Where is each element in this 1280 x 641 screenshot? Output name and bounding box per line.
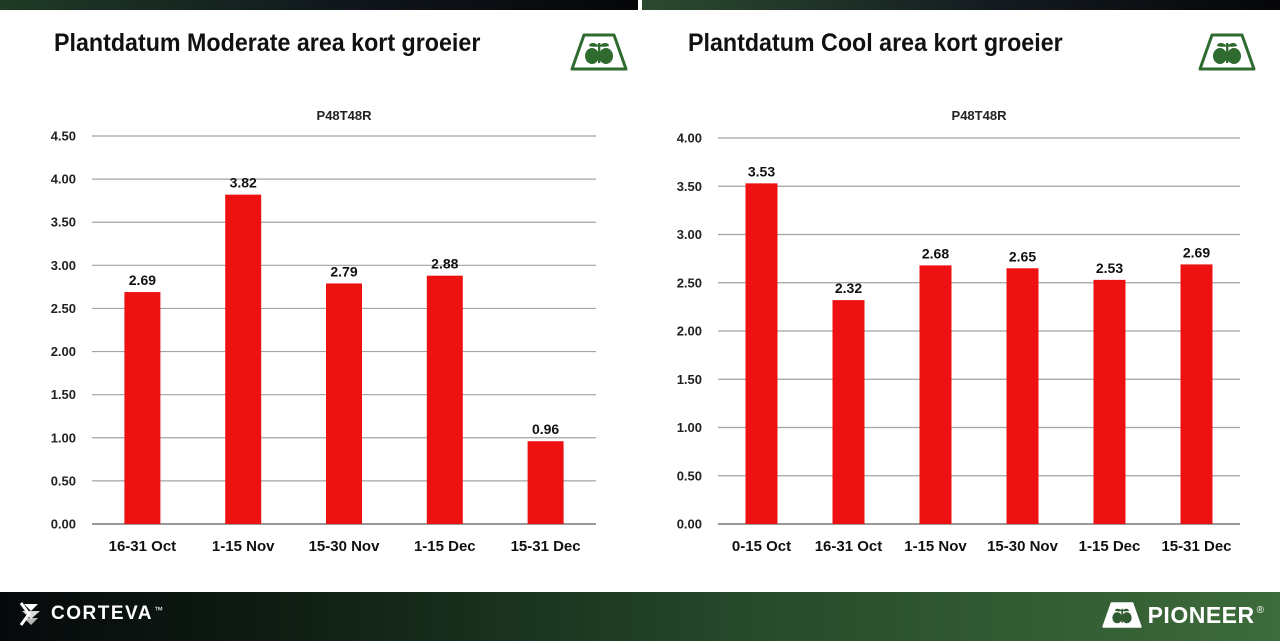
- data-label: 2.88: [431, 256, 458, 272]
- footer-bar: CORTEVA ™ PIONEER ®: [0, 592, 1280, 641]
- y-tick-label: 3.50: [677, 179, 702, 194]
- y-tick-label: 2.50: [677, 275, 702, 290]
- bar: [919, 265, 952, 524]
- y-tick-label: 2.50: [51, 301, 76, 316]
- chart-title: P48T48R: [952, 108, 1008, 123]
- y-tick-label: 3.50: [51, 215, 76, 230]
- bar: [1006, 268, 1039, 524]
- trademark-mark: ™: [153, 605, 163, 615]
- y-tick-label: 1.50: [677, 372, 702, 387]
- y-tick-label: 4.00: [677, 131, 702, 146]
- x-tick-label: 0-15 Oct: [732, 538, 791, 555]
- x-tick-label: 16-31 Oct: [815, 538, 883, 555]
- corteva-wordmark: CORTEVA: [51, 603, 153, 624]
- x-tick-label: 15-31 Dec: [511, 538, 581, 555]
- data-label: 2.53: [1096, 260, 1123, 276]
- bar: [745, 183, 778, 525]
- chart-title: P48T48R: [317, 108, 373, 123]
- y-tick-label: 2.00: [677, 324, 702, 339]
- y-tick-label: 4.50: [51, 129, 76, 144]
- pioneer-brand: PIONEER ®: [1101, 600, 1264, 630]
- x-tick-label: 1-15 Nov: [904, 538, 967, 555]
- pioneer-logo-icon: [1101, 602, 1142, 628]
- bar-chart-cool: P48T48R 0.00 0.50 1.00 1.50 2.00 2.50 3.00 3.50 4…: [677, 108, 1240, 555]
- x-tick-label: 1-15 Dec: [1079, 538, 1141, 555]
- data-label: 2.69: [1183, 244, 1210, 260]
- corteva-logo-icon: [19, 602, 40, 626]
- pioneer-logo-icon: [1198, 33, 1256, 71]
- y-tick-label: 0.50: [51, 473, 76, 488]
- data-label: 2.32: [835, 280, 862, 296]
- y-tick-label: 1.00: [677, 420, 702, 435]
- data-label: 2.68: [922, 245, 949, 261]
- data-label: 3.82: [230, 175, 257, 191]
- top-bar-left: [0, 0, 638, 14]
- bar: [1180, 264, 1213, 524]
- bar: [832, 300, 865, 524]
- x-tick-label: 15-30 Nov: [309, 538, 381, 555]
- top-bar-right: [642, 0, 1280, 14]
- panel-title: Plantdatum Cool area kort groeier: [688, 29, 1063, 57]
- data-label: 2.79: [330, 263, 357, 279]
- bar: [527, 441, 564, 524]
- panel-divider: [638, 14, 642, 592]
- y-tick-label: 3.00: [51, 258, 76, 273]
- registered-mark: ®: [1256, 604, 1264, 616]
- y-tick-label: 0.50: [677, 468, 702, 483]
- x-tick-label: 15-30 Nov: [987, 538, 1059, 555]
- pioneer-wordmark: PIONEER: [1147, 601, 1255, 628]
- bar: [1093, 279, 1126, 524]
- chart-panel-moderate: Plantdatum Moderate area kort groeier P4…: [0, 14, 638, 592]
- bar: [225, 194, 262, 524]
- data-label: 2.65: [1009, 248, 1036, 264]
- y-tick-label: 2.00: [51, 344, 76, 359]
- x-tick-label: 1-15 Dec: [414, 538, 476, 555]
- y-tick-label: 0.00: [51, 517, 76, 532]
- y-tick-label: 4.00: [51, 172, 76, 187]
- x-tick-label: 1-15 Nov: [212, 538, 275, 555]
- x-tick-label: 16-31 Oct: [109, 538, 177, 555]
- chart-panel-cool: Plantdatum Cool area kort groeier P48T48…: [642, 14, 1280, 592]
- y-tick-label: 0.00: [677, 517, 702, 532]
- bar-chart-moderate: P48T48R 0.00 0.50 1.00 1.50 2.00 2.50 3.00 3.50 4…: [51, 108, 596, 555]
- bar: [426, 275, 463, 524]
- y-tick-label: 1.00: [51, 430, 76, 445]
- bar: [124, 292, 161, 524]
- y-tick-label: 1.50: [51, 387, 76, 402]
- x-tick-label: 15-31 Dec: [1161, 538, 1231, 555]
- pioneer-logo-icon: [570, 33, 628, 71]
- corteva-brand: CORTEVA ™: [18, 600, 163, 628]
- data-label: 3.53: [748, 163, 775, 179]
- panel-title: Plantdatum Moderate area kort groeier: [54, 29, 481, 57]
- bar: [326, 283, 362, 524]
- data-label: 0.96: [532, 421, 559, 437]
- data-label: 2.69: [129, 272, 156, 288]
- y-tick-label: 3.00: [677, 227, 702, 242]
